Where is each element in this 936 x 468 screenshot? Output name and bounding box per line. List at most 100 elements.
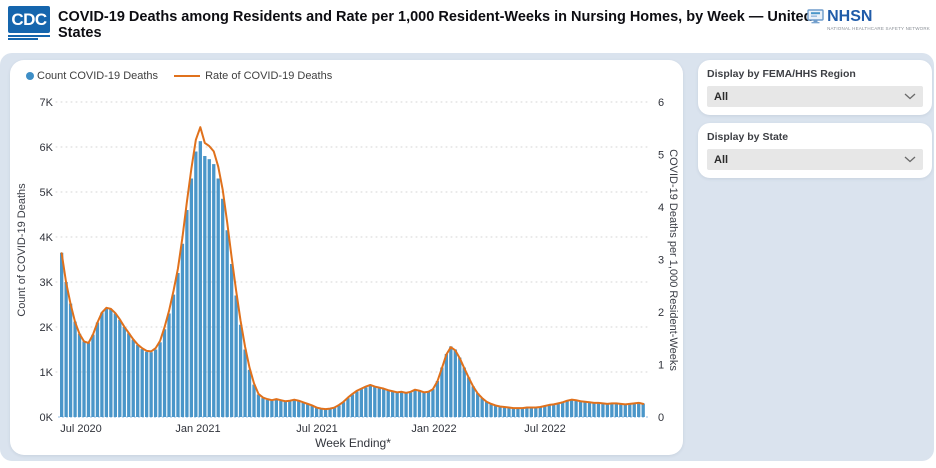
- count-bar[interactable]: [162, 329, 167, 417]
- count-bar[interactable]: [552, 403, 556, 417]
- count-bar[interactable]: [319, 408, 323, 417]
- count-bar[interactable]: [350, 394, 355, 418]
- count-bar[interactable]: [292, 400, 296, 417]
- count-bar[interactable]: [408, 392, 413, 417]
- count-bar[interactable]: [359, 389, 364, 417]
- count-bar[interactable]: [467, 377, 471, 417]
- count-bar[interactable]: [212, 164, 216, 417]
- count-bar[interactable]: [426, 391, 431, 417]
- count-bar[interactable]: [637, 402, 641, 417]
- count-bar[interactable]: [265, 399, 270, 417]
- count-bar[interactable]: [252, 384, 256, 417]
- count-bar[interactable]: [104, 308, 109, 417]
- count-bar[interactable]: [323, 409, 328, 417]
- count-bar[interactable]: [225, 230, 229, 417]
- count-bar[interactable]: [140, 349, 144, 417]
- count-bar[interactable]: [118, 319, 122, 417]
- count-bar[interactable]: [444, 354, 449, 417]
- count-bar[interactable]: [158, 342, 162, 417]
- count-bar[interactable]: [77, 333, 82, 417]
- rate-legend-label[interactable]: Rate of COVID-19 Deaths: [205, 70, 333, 82]
- count-bar[interactable]: [234, 295, 238, 418]
- count-bar[interactable]: [605, 403, 610, 418]
- count-bar[interactable]: [543, 405, 547, 417]
- count-bar[interactable]: [297, 401, 301, 417]
- count-bar[interactable]: [601, 403, 605, 417]
- count-bar[interactable]: [507, 407, 511, 417]
- count-bar[interactable]: [270, 400, 274, 417]
- count-bar[interactable]: [417, 390, 422, 417]
- count-bar[interactable]: [431, 389, 435, 417]
- count-bar[interactable]: [337, 405, 341, 417]
- count-bar[interactable]: [136, 345, 140, 417]
- count-bar[interactable]: [198, 141, 202, 417]
- count-bar[interactable]: [216, 178, 220, 418]
- count-bar[interactable]: [578, 400, 583, 417]
- count-bar[interactable]: [628, 403, 632, 418]
- count-bar[interactable]: [364, 387, 368, 417]
- count-bar[interactable]: [355, 391, 359, 417]
- count-bar[interactable]: [569, 399, 574, 417]
- count-bar[interactable]: [462, 367, 466, 418]
- state-select[interactable]: All: [707, 149, 923, 170]
- count-bar[interactable]: [413, 390, 417, 417]
- count-bar[interactable]: [538, 406, 542, 417]
- count-bar[interactable]: [583, 401, 587, 417]
- count-bar[interactable]: [131, 339, 135, 417]
- count-bar[interactable]: [189, 178, 194, 418]
- count-bar[interactable]: [113, 313, 117, 418]
- count-bar[interactable]: [610, 403, 614, 417]
- count-bar[interactable]: [279, 400, 283, 417]
- count-bar[interactable]: [100, 312, 104, 417]
- count-bar[interactable]: [274, 399, 279, 417]
- count-bar[interactable]: [332, 408, 337, 417]
- count-bar[interactable]: [435, 381, 440, 417]
- count-bar[interactable]: [534, 407, 538, 417]
- count-bar[interactable]: [310, 405, 314, 417]
- count-bar[interactable]: [516, 408, 520, 417]
- count-bar[interactable]: [82, 341, 86, 417]
- count-bar[interactable]: [368, 385, 372, 417]
- count-bar[interactable]: [632, 402, 636, 417]
- count-bar[interactable]: [623, 403, 627, 417]
- count-bar[interactable]: [493, 405, 498, 417]
- count-bar[interactable]: [180, 243, 185, 417]
- count-bar[interactable]: [328, 408, 332, 417]
- count-bar[interactable]: [60, 252, 64, 417]
- count-bar[interactable]: [176, 273, 180, 417]
- count-bar[interactable]: [229, 264, 234, 417]
- count-bar[interactable]: [73, 321, 77, 417]
- count-bar[interactable]: [489, 403, 493, 417]
- rate-line[interactable]: [60, 126, 645, 411]
- count-bar[interactable]: [484, 401, 489, 417]
- region-select[interactable]: All: [707, 86, 923, 107]
- count-bar[interactable]: [561, 401, 565, 417]
- count-bar[interactable]: [641, 403, 645, 418]
- count-bar[interactable]: [95, 322, 100, 418]
- count-bar[interactable]: [404, 393, 408, 417]
- count-bar[interactable]: [153, 349, 158, 418]
- count-bar[interactable]: [194, 151, 198, 418]
- count-bar[interactable]: [373, 386, 377, 417]
- count-bar[interactable]: [127, 333, 131, 417]
- count-bar[interactable]: [596, 402, 601, 417]
- count-bar[interactable]: [171, 294, 176, 417]
- count-bar[interactable]: [261, 398, 265, 417]
- count-bar[interactable]: [109, 309, 113, 417]
- count-bar[interactable]: [476, 393, 480, 417]
- count-bar[interactable]: [144, 351, 149, 417]
- count-bar[interactable]: [288, 401, 292, 417]
- count-bar[interactable]: [587, 401, 592, 417]
- count-bar[interactable]: [502, 407, 507, 417]
- count-bar[interactable]: [301, 402, 305, 417]
- count-bar[interactable]: [382, 389, 386, 417]
- count-bar[interactable]: [592, 402, 596, 417]
- count-bar[interactable]: [238, 324, 243, 417]
- count-bar[interactable]: [619, 403, 623, 418]
- count-bar[interactable]: [498, 406, 502, 417]
- count-bar[interactable]: [207, 159, 211, 417]
- count-bar[interactable]: [203, 156, 207, 417]
- count-bar[interactable]: [520, 408, 525, 417]
- count-bar[interactable]: [314, 407, 319, 417]
- count-bar[interactable]: [386, 390, 390, 417]
